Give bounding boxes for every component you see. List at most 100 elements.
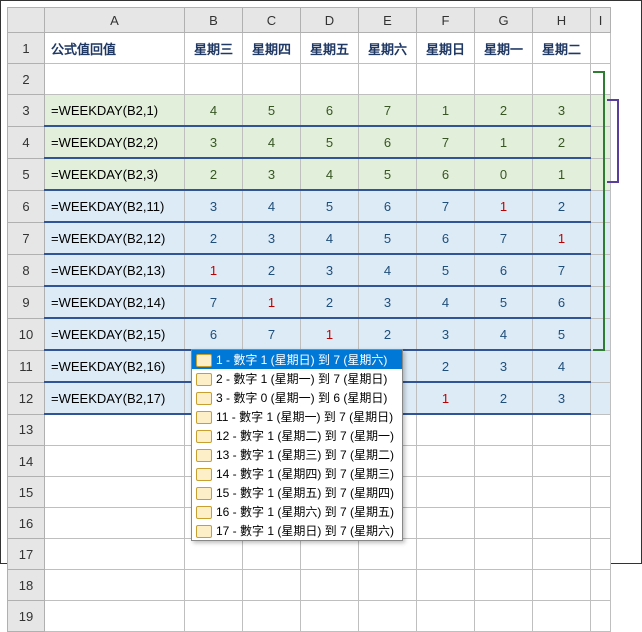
cell[interactable]: [591, 33, 611, 64]
row-header-1[interactable]: 1: [8, 33, 45, 64]
cell[interactable]: 4: [475, 318, 533, 350]
cell[interactable]: [591, 414, 611, 446]
cell[interactable]: 5: [301, 126, 359, 158]
cell[interactable]: [359, 539, 417, 570]
cell[interactable]: [45, 539, 185, 570]
cell[interactable]: [301, 539, 359, 570]
cell[interactable]: 6: [185, 318, 243, 350]
cell[interactable]: 1: [185, 254, 243, 286]
formula-cell[interactable]: =WEEKDAY(B2,11): [45, 190, 185, 222]
tooltip-option[interactable]: 17 - 數字 1 (星期日) 到 7 (星期六): [192, 521, 402, 540]
cell[interactable]: 2: [475, 95, 533, 127]
col-header-C[interactable]: C: [243, 8, 301, 33]
formula-cell[interactable]: =WEEKDAY(B2,16): [45, 350, 185, 382]
cell[interactable]: [359, 570, 417, 601]
cell[interactable]: 6: [475, 254, 533, 286]
cell[interactable]: 3: [475, 350, 533, 382]
cell[interactable]: 2: [301, 286, 359, 318]
cell[interactable]: [533, 477, 591, 508]
cell[interactable]: 5: [243, 95, 301, 127]
cell[interactable]: 公式: [45, 64, 185, 95]
cell[interactable]: 7: [475, 222, 533, 254]
formula-cell[interactable]: =WEEKDAY(B2,13): [45, 254, 185, 286]
cell[interactable]: 4: [243, 126, 301, 158]
cell[interactable]: 2/1: [243, 64, 301, 95]
cell[interactable]: [45, 477, 185, 508]
cell[interactable]: 1: [533, 222, 591, 254]
cell[interactable]: 1: [475, 126, 533, 158]
formula-cell[interactable]: =WEEKDAY(B2,17): [45, 382, 185, 414]
cell[interactable]: 1: [475, 190, 533, 222]
cell[interactable]: 3: [243, 222, 301, 254]
cell[interactable]: [591, 570, 611, 601]
cell[interactable]: 星期四: [243, 33, 301, 64]
row-header-14[interactable]: 14: [8, 446, 45, 477]
row-header-7[interactable]: 7: [8, 222, 45, 254]
cell[interactable]: 1: [301, 318, 359, 350]
cell[interactable]: [243, 601, 301, 632]
tooltip-option[interactable]: 13 - 數字 1 (星期三) 到 7 (星期二): [192, 445, 402, 464]
row-header-18[interactable]: 18: [8, 570, 45, 601]
cell[interactable]: [417, 570, 475, 601]
row-header-5[interactable]: 5: [8, 158, 45, 190]
cell[interactable]: [591, 601, 611, 632]
row-header-15[interactable]: 15: [8, 477, 45, 508]
cell[interactable]: 1: [533, 158, 591, 190]
cell[interactable]: [45, 446, 185, 477]
col-header-D[interactable]: D: [301, 8, 359, 33]
formula-cell[interactable]: =WEEKDAY(B2,2): [45, 126, 185, 158]
cell[interactable]: [475, 446, 533, 477]
formula-cell[interactable]: =WEEKDAY(B2,14): [45, 286, 185, 318]
row-header-2[interactable]: 2: [8, 64, 45, 95]
cell[interactable]: 3: [359, 286, 417, 318]
cell[interactable]: [591, 350, 611, 382]
cell[interactable]: 3: [185, 126, 243, 158]
cell[interactable]: 2: [243, 254, 301, 286]
cell[interactable]: 3: [301, 254, 359, 286]
formula-cell[interactable]: =WEEKDAY(B2,12): [45, 222, 185, 254]
cell[interactable]: 星期一: [475, 33, 533, 64]
cell[interactable]: 3: [417, 318, 475, 350]
cell[interactable]: [475, 539, 533, 570]
cell[interactable]: 0: [475, 158, 533, 190]
cell[interactable]: [45, 414, 185, 446]
cell[interactable]: 4: [417, 286, 475, 318]
cell[interactable]: [533, 601, 591, 632]
cell[interactable]: 7: [243, 318, 301, 350]
cell[interactable]: [185, 570, 243, 601]
col-header-F[interactable]: F: [417, 8, 475, 33]
tooltip-option[interactable]: 14 - 數字 1 (星期四) 到 7 (星期三): [192, 464, 402, 483]
cell[interactable]: [185, 601, 243, 632]
row-header-11[interactable]: 11: [8, 350, 45, 382]
tooltip-option[interactable]: 3 - 數字 0 (星期一) 到 6 (星期日): [192, 388, 402, 407]
cell[interactable]: [301, 570, 359, 601]
cell[interactable]: [591, 477, 611, 508]
row-header-17[interactable]: 17: [8, 539, 45, 570]
cell[interactable]: 6: [417, 222, 475, 254]
cell[interactable]: 2: [417, 350, 475, 382]
cell[interactable]: 5: [533, 318, 591, 350]
row-header-13[interactable]: 13: [8, 414, 45, 446]
cell[interactable]: 3: [533, 95, 591, 127]
cell[interactable]: 3: [533, 382, 591, 414]
cell[interactable]: 2/5: [475, 64, 533, 95]
cell[interactable]: 5: [359, 158, 417, 190]
tooltip-option[interactable]: 16 - 數字 1 (星期六) 到 7 (星期五): [192, 502, 402, 521]
cell[interactable]: [185, 539, 243, 570]
formula-cell[interactable]: =WEEKDAY(B2,3): [45, 158, 185, 190]
tooltip-option[interactable]: 11 - 數字 1 (星期一) 到 7 (星期日): [192, 407, 402, 426]
cell[interactable]: 星期六: [359, 33, 417, 64]
cell[interactable]: 4: [243, 190, 301, 222]
tooltip-option[interactable]: 12 - 數字 1 (星期二) 到 7 (星期一): [192, 426, 402, 445]
cell[interactable]: [45, 601, 185, 632]
cell[interactable]: 2: [185, 222, 243, 254]
row-header-6[interactable]: 6: [8, 190, 45, 222]
cell[interactable]: [591, 382, 611, 414]
cell[interactable]: [243, 539, 301, 570]
formula-cell[interactable]: =WEEKDAY(B2,1): [45, 95, 185, 127]
cell[interactable]: 7: [533, 254, 591, 286]
cell[interactable]: [417, 477, 475, 508]
cell[interactable]: [475, 508, 533, 539]
cell[interactable]: 6: [301, 95, 359, 127]
cell[interactable]: 4: [533, 350, 591, 382]
